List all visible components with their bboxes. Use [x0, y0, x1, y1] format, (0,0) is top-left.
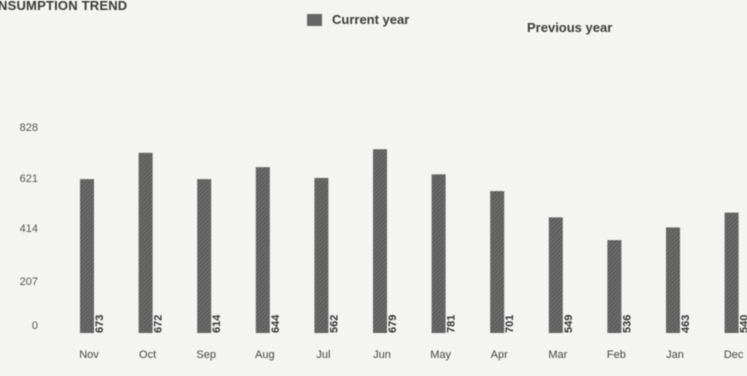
bar-feb — [607, 240, 622, 333]
data-label: 701 — [504, 315, 516, 333]
data-label: 549 — [563, 315, 575, 333]
x-tick-label: Oct — [139, 349, 156, 361]
data-label: 463 — [680, 315, 692, 333]
x-tick-label: Jun — [373, 349, 391, 361]
x-tick-label: Jan — [666, 349, 684, 361]
y-tick-label: 207 — [20, 276, 38, 288]
legend-label-previous-year: Previous year — [527, 20, 613, 35]
x-tick-label: Dec — [724, 349, 744, 361]
legend-item-previous-year: Previous year — [527, 20, 612, 35]
y-tick-label: 414 — [20, 223, 38, 235]
chart-title: NSUMPTION TREND — [0, 0, 128, 13]
bar-dec — [724, 212, 739, 333]
bar-jun — [373, 149, 387, 333]
data-label: 679 — [387, 315, 399, 333]
bar-aug — [255, 167, 270, 333]
bar-mar — [548, 217, 563, 333]
data-label: 562 — [328, 315, 340, 333]
bar-sep — [197, 179, 212, 333]
bar-jan — [666, 227, 680, 333]
data-label: 781 — [446, 315, 458, 333]
x-tick-label: Aug — [255, 349, 275, 361]
data-label: 540 — [739, 315, 747, 333]
data-label: 536 — [621, 315, 633, 333]
bar-jul — [314, 177, 329, 333]
x-tick-label: Sep — [196, 349, 216, 361]
x-tick-label: Jul — [316, 349, 330, 361]
legend-item-current-year: Current year — [307, 12, 409, 27]
legend-swatch-current-year — [307, 13, 322, 26]
y-tick-label: 0 — [32, 320, 38, 332]
bar-may — [431, 174, 446, 333]
data-label: 644 — [270, 314, 282, 333]
bar-nov — [80, 179, 94, 333]
x-tick-label: Nov — [79, 349, 99, 361]
y-tick-label: 621 — [20, 173, 38, 185]
bar-apr — [490, 191, 505, 333]
x-tick-label: Feb — [607, 349, 626, 361]
data-label: 672 — [153, 315, 165, 333]
x-tick-label: Mar — [548, 349, 567, 361]
bar-oct — [138, 152, 153, 333]
y-tick-label: 828 — [20, 122, 38, 134]
legend-label-current-year: Current year — [332, 12, 410, 27]
x-tick-label: May — [430, 349, 451, 361]
data-label: 614 — [211, 314, 223, 333]
x-tick-label: Apr — [491, 349, 508, 361]
data-label: 673 — [94, 315, 106, 333]
